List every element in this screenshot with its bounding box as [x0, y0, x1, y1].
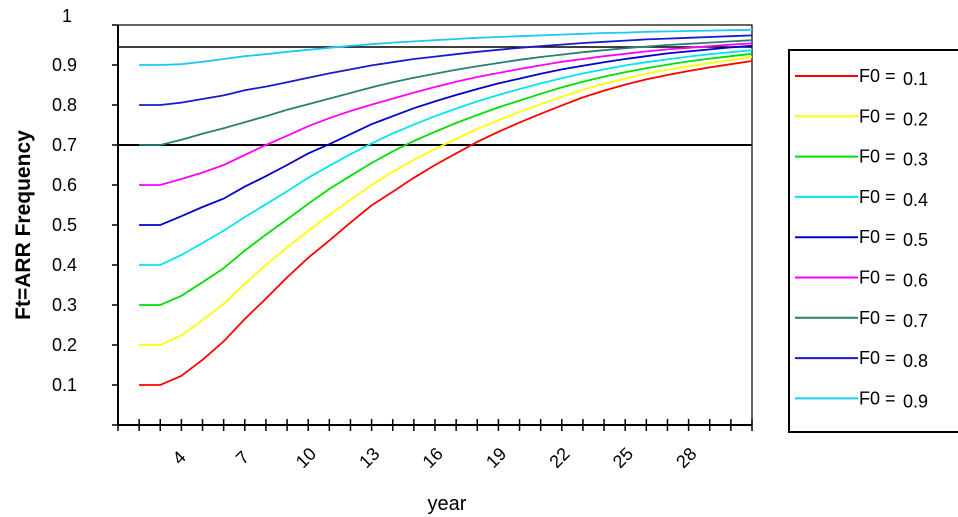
x-tick-label: 4 [169, 447, 190, 468]
y-tick-label: 1 [62, 6, 72, 26]
x-tick-label: 28 [672, 444, 700, 472]
legend-value: 0.9 [903, 391, 928, 411]
series-line [139, 52, 753, 306]
legend-label: F0 = [859, 147, 896, 167]
legend-value: 0.2 [903, 109, 928, 129]
y-axis-title: Ft=ARR Frequency [12, 130, 35, 320]
y-tick-label: 0.1 [52, 375, 77, 395]
series-line [139, 56, 753, 346]
y-tick-label: 0.9 [52, 55, 77, 75]
legend-value: 0.1 [903, 69, 928, 89]
legend-label: F0 = [859, 187, 896, 207]
x-axis-title: year [428, 493, 467, 515]
legend-label: F0 = [859, 106, 896, 126]
series-line [139, 39, 753, 146]
series-lines [139, 28, 753, 386]
x-tick-label: 7 [232, 447, 253, 468]
x-tick-label: 16 [419, 444, 447, 472]
legend-label: F0 = [859, 227, 896, 247]
y-tick-label: 0.8 [52, 95, 77, 115]
x-tick-label: 22 [545, 444, 573, 472]
x-tick-label: 13 [355, 444, 383, 472]
series-line [139, 49, 753, 266]
series-line [139, 42, 753, 186]
legend-value: 0.8 [903, 351, 928, 371]
y-tick-labels: 0.1 0.2 0.3 0.4 0.5 0.6 0.7 0.8 0.9 1 [52, 6, 77, 395]
legend-value: 0.3 [903, 150, 928, 170]
legend: F0 = 0.1 F0 = 0.2 F0 = 0.3 F0 = 0.4 F0 = 0.5 F0 = 0… [788, 49, 958, 433]
legend-label: F0 = [859, 388, 896, 408]
legend-value: 0.7 [903, 311, 928, 331]
y-tick-label: 0.3 [52, 295, 77, 315]
legend-label: F0 = [859, 348, 896, 368]
x-tick-labels: 4 7 10 13 16 19 22 25 28 [169, 444, 701, 472]
legend-value: 0.5 [903, 230, 928, 250]
x-tick-label: 10 [292, 444, 320, 472]
y-tick-label: 0.5 [52, 215, 77, 235]
y-tick-label: 0.6 [52, 175, 77, 195]
series-line [139, 28, 753, 66]
series-line [139, 44, 753, 226]
y-tick-label: 0.4 [52, 255, 77, 275]
y-tick-label: 0.2 [52, 335, 77, 355]
legend-value: 0.4 [903, 190, 928, 210]
legend-box [788, 49, 958, 433]
plot-area [117, 24, 753, 426]
legend-label: F0 = [859, 66, 896, 86]
legend-value: 0.6 [903, 271, 928, 291]
y-tick-label: 0.7 [52, 135, 77, 155]
plot-border [117, 24, 753, 426]
series-line [139, 34, 753, 106]
series-line [139, 60, 753, 386]
x-tick-label: 25 [609, 444, 637, 472]
legend-label: F0 = [859, 268, 896, 288]
legend-label: F0 = [859, 308, 896, 328]
axes [112, 24, 753, 431]
x-tick-label: 19 [482, 444, 510, 472]
